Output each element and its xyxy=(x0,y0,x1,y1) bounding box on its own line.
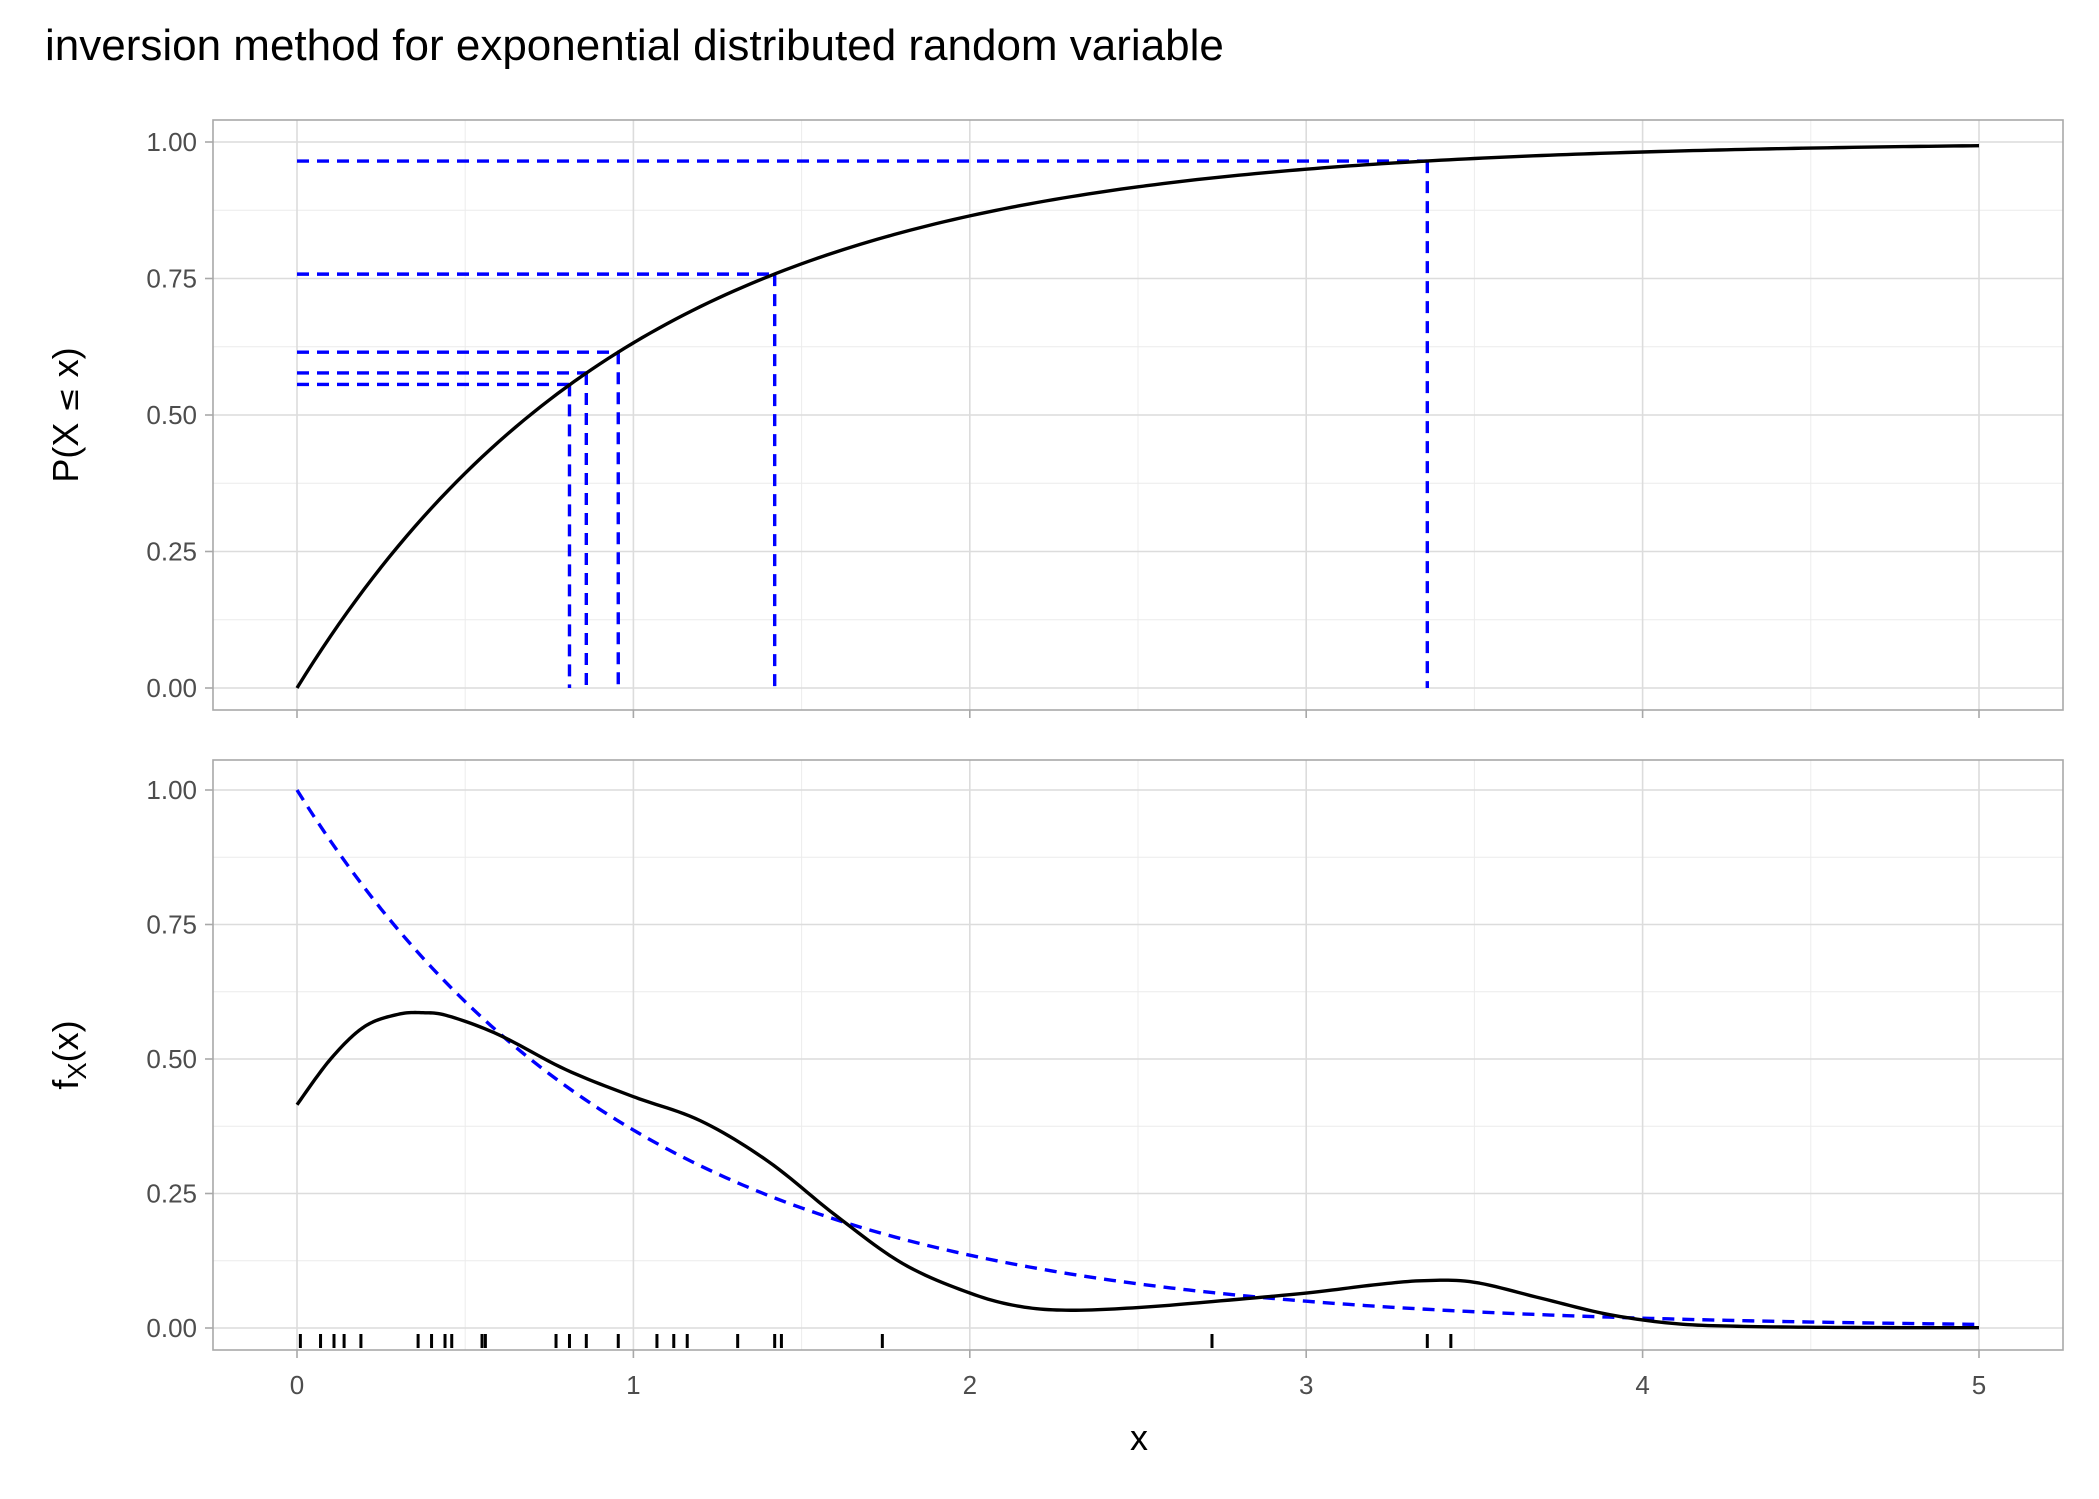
pdf-y-axis-title-after: (x) xyxy=(45,1020,86,1062)
cdf-series xyxy=(295,143,1980,689)
cdf-y-tick-label: 0.50 xyxy=(146,400,197,430)
pdf-y-tick-label: 0.50 xyxy=(146,1044,197,1074)
pdf-x-axis-title: x xyxy=(1130,1417,1148,1458)
pdf-y-axis-title-main: f xyxy=(45,1079,86,1090)
cdf-y-axis-title: P(X ≤ x) xyxy=(45,347,86,482)
pdf-panel: 0.00 0.25 0.50 0.75 1.00 0 1 2 3 4 5 fX(x) x xyxy=(45,759,2064,1458)
pdf-x-tick-label: 4 xyxy=(1635,1370,1649,1400)
pdf-gridlines xyxy=(213,760,2063,1350)
cdf-exponential-cdf-line xyxy=(295,143,1980,689)
pdf-series xyxy=(295,789,1980,1330)
pdf-y-tick-label: 0.00 xyxy=(146,1313,197,1343)
cdf-y-axis-title-before: P(X xyxy=(45,413,86,483)
cdf-x-axis xyxy=(296,710,1980,718)
cdf-y-axis-title-symbol: ≤ xyxy=(51,387,86,412)
pdf-y-axis-title: fX(x) xyxy=(45,1020,92,1089)
cdf-panel: 0.00 0.25 0.50 0.75 1.00 P(X ≤ x) xyxy=(45,119,2064,718)
pdf-kernel-density-estimate-line xyxy=(295,1010,1980,1330)
cdf-y-axis-title-after: x) xyxy=(45,347,86,387)
cdf-y-tick-label: 0.00 xyxy=(146,673,197,703)
chart-title: inversion method for exponential distrib… xyxy=(45,21,1224,70)
pdf-x-tick-label: 1 xyxy=(626,1370,640,1400)
cdf-y-axis: 0.00 0.25 0.50 0.75 1.00 xyxy=(146,127,213,703)
cdf-y-tick-label: 0.25 xyxy=(146,537,197,567)
pdf-panel-border xyxy=(212,759,2064,1351)
cdf-y-tick-label: 0.75 xyxy=(146,264,197,294)
pdf-y-tick-label: 0.75 xyxy=(146,910,197,940)
pdf-x-tick-label: 2 xyxy=(963,1370,977,1400)
pdf-y-tick-label: 1.00 xyxy=(146,775,197,805)
pdf-y-axis-title-subscript: X xyxy=(62,1062,92,1079)
pdf-x-tick-label: 5 xyxy=(1972,1370,1986,1400)
sample-rug xyxy=(298,1334,1453,1348)
pdf-y-tick-label: 0.25 xyxy=(146,1179,197,1209)
pdf-x-tick-label: 0 xyxy=(290,1370,304,1400)
pdf-x-axis: 0 1 2 3 4 5 xyxy=(290,1350,1986,1400)
inversion-guides xyxy=(297,159,1430,688)
pdf-x-tick-label: 3 xyxy=(1299,1370,1313,1400)
pdf-y-axis: 0.00 0.25 0.50 0.75 1.00 xyxy=(146,775,213,1343)
cdf-y-tick-label: 1.00 xyxy=(146,127,197,157)
cdf-gridlines xyxy=(213,120,2063,710)
